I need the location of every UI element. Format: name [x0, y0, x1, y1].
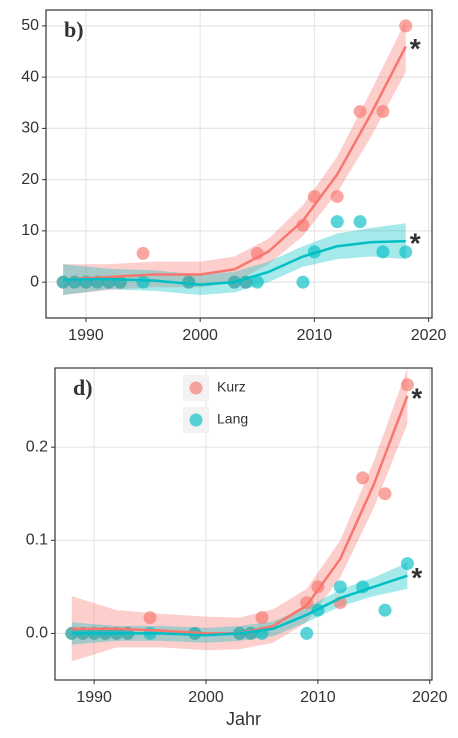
data-point — [330, 215, 344, 229]
data-point — [399, 19, 413, 33]
confidence-band — [63, 223, 406, 295]
y-tick-label: 0 — [30, 273, 39, 290]
significance-marker: * — [411, 562, 422, 593]
data-point — [300, 626, 314, 640]
y-tick-label: 50 — [21, 17, 39, 34]
data-point — [143, 611, 157, 625]
y-tick-label: 20 — [21, 171, 39, 188]
data-point — [296, 275, 310, 289]
data-point — [56, 275, 70, 289]
x-tick-label: 2000 — [188, 689, 224, 706]
data-point — [182, 275, 196, 289]
panel-label: d) — [73, 375, 93, 400]
x-tick-label: 2000 — [182, 327, 218, 344]
x-tick-label: 1990 — [68, 327, 104, 344]
x-tick-label: 2020 — [412, 689, 448, 706]
confidence-band — [63, 20, 406, 295]
data-point — [378, 603, 392, 617]
significance-marker: * — [410, 228, 421, 259]
legend-swatch — [189, 381, 203, 395]
data-point — [378, 487, 392, 501]
data-point — [250, 275, 264, 289]
legend-label: Kurz — [217, 379, 246, 395]
panel-label: b) — [64, 17, 84, 42]
data-point — [356, 471, 370, 485]
data-point — [400, 557, 414, 571]
legend-swatch — [189, 413, 203, 427]
x-tick-label: 2010 — [297, 327, 333, 344]
smooth-line — [71, 395, 409, 635]
data-point — [255, 611, 269, 625]
data-point — [400, 378, 414, 392]
x-tick-label: 2010 — [300, 689, 336, 706]
x-axis-title: Jahr — [226, 709, 261, 729]
y-tick-label: 0.1 — [26, 532, 48, 549]
data-point — [376, 104, 390, 118]
legend-label: Lang — [217, 411, 248, 427]
panel-border — [45, 9, 433, 319]
data-point — [399, 245, 413, 259]
smooth-line — [71, 574, 408, 637]
y-tick-label: 10 — [21, 222, 39, 239]
y-tick-label: 30 — [21, 120, 39, 137]
data-point — [330, 190, 344, 204]
data-point — [136, 246, 150, 260]
y-tick-label: 0.2 — [26, 438, 48, 455]
x-tick-label: 1990 — [76, 689, 112, 706]
x-tick-label: 2020 — [411, 327, 447, 344]
y-tick-label: 0.0 — [26, 625, 48, 642]
smooth-line — [63, 45, 407, 281]
data-point — [376, 245, 390, 259]
significance-marker: * — [411, 382, 422, 413]
panel-border — [54, 367, 433, 681]
data-point — [333, 580, 347, 594]
significance-marker: * — [410, 33, 421, 64]
data-point — [136, 275, 150, 289]
smooth-line — [63, 239, 406, 286]
data-point — [353, 215, 367, 229]
y-tick-label: 40 — [21, 68, 39, 85]
data-point — [353, 104, 367, 118]
